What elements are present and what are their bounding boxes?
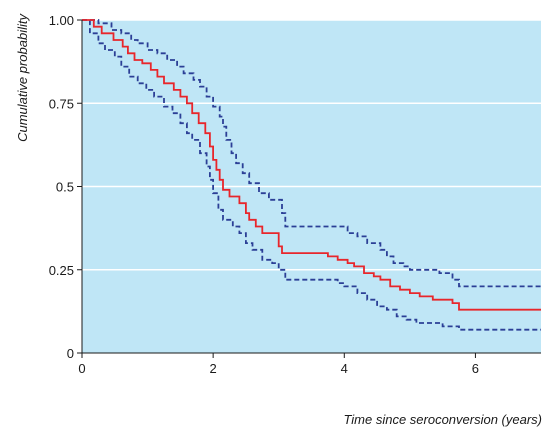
- series-layer: [82, 19, 541, 331]
- x-tick-label: 0: [78, 361, 85, 376]
- x-axis: 0 2 4 6: [78, 352, 541, 376]
- gridlines: [82, 19, 541, 271]
- y-tick-label: 0.75: [49, 96, 74, 111]
- upper-confidence-line: [82, 19, 541, 288]
- y-tick-label: 1.00: [49, 13, 74, 28]
- x-axis-title: Time since seroconversion (years): [343, 412, 542, 427]
- y-tick-label: 0.25: [49, 263, 74, 278]
- y-tick-label: 0.5: [56, 180, 74, 195]
- lower-confidence-line: [82, 19, 541, 331]
- y-tick-label: 0: [67, 346, 74, 361]
- survival-estimate-line: [82, 19, 541, 311]
- y-axis: 0 0.25 0.5 0.75 1.00: [49, 13, 83, 361]
- x-tick-label: 4: [341, 361, 348, 376]
- y-axis-title: Cumulative probability: [15, 13, 30, 142]
- x-tick-label: 2: [210, 361, 217, 376]
- x-tick-label: 6: [472, 361, 479, 376]
